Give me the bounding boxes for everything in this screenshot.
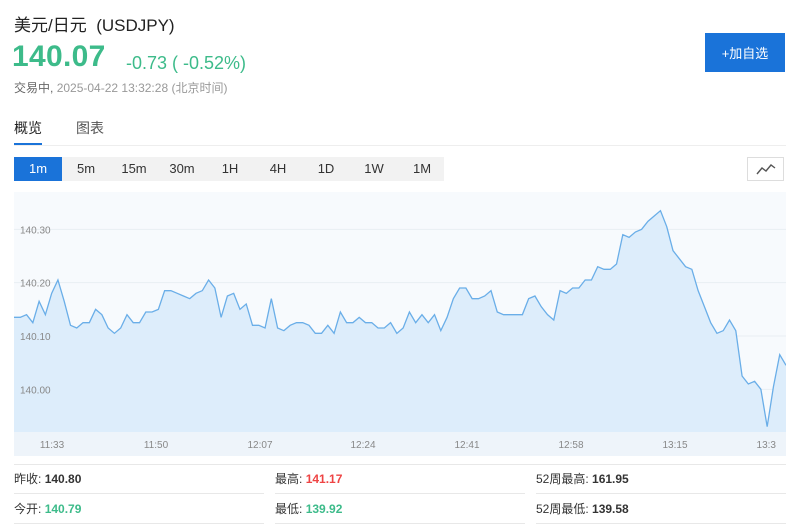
pair-name: 美元/日元 (14, 16, 87, 35)
stat-open: 今开: 140.79 (14, 500, 81, 517)
x-tick-label: 11:33 (40, 440, 65, 451)
view-tabs: 概览 图表 (14, 118, 786, 146)
line-chart-icon (756, 164, 776, 175)
high-value: 141.17 (305, 472, 343, 486)
tab-overview[interactable]: 概览 (14, 118, 42, 145)
status-timezone: (北京时间) (171, 81, 228, 95)
stats-divider-top (14, 464, 786, 465)
y-tick-label: 140.30 (20, 225, 51, 236)
range-1w[interactable]: 1W (364, 161, 384, 176)
price-line (14, 209, 786, 427)
stats-divider-3 (536, 493, 786, 494)
range-15m[interactable]: 15m (121, 161, 147, 176)
price-area (14, 210, 786, 432)
range-1d[interactable]: 1D (317, 161, 335, 176)
x-tick-label: 13:3 (757, 440, 777, 451)
w52-high-value: 161.95 (592, 472, 629, 486)
stats-divider-6 (536, 523, 786, 524)
stats-divider-5 (275, 523, 525, 524)
x-tick-label: 12:24 (350, 440, 375, 451)
pair-symbol: (USDJPY) (96, 16, 175, 35)
high-label: 最高: (275, 472, 303, 486)
price-chart: 140.30 140.20 140.10 140.00 11:33 11:50 12:07 1… (14, 192, 786, 456)
y-tick-label: 140.10 (20, 332, 51, 343)
w52-high-label: 52周最高: (536, 472, 589, 486)
x-axis-band (14, 432, 786, 456)
w52-low-label: 52周最低: (536, 502, 589, 516)
range-4h[interactable]: 4H (269, 161, 287, 176)
x-tick-label: 13:15 (662, 440, 687, 451)
chart-type-button[interactable] (747, 157, 784, 181)
range-30m[interactable]: 30m (169, 161, 195, 176)
stat-prev-close: 昨收: 140.80 (14, 470, 81, 487)
open-value: 140.79 (44, 502, 82, 516)
open-label: 今开: (14, 502, 42, 516)
status-text: 交易中, (14, 81, 54, 95)
range-5m[interactable]: 5m (76, 161, 96, 176)
tab-divider (14, 145, 786, 146)
stats-divider-1 (14, 493, 264, 494)
last-price: 140.07 (12, 40, 106, 73)
w52-low-value: 139.58 (592, 502, 629, 516)
instrument-title: 美元/日元 (USDJPY) (14, 11, 175, 36)
stat-52w-high: 52周最高: 161.95 (536, 470, 629, 487)
x-tick-label: 12:07 (247, 440, 272, 451)
x-tick-label: 12:58 (558, 440, 583, 451)
x-tick-label: 12:41 (454, 440, 479, 451)
add-watchlist-button[interactable]: +加自选 (705, 33, 785, 72)
stats-divider-4 (14, 523, 264, 524)
tab-chart[interactable]: 图表 (76, 120, 104, 136)
price-change: -0.73 ( -0.52%) (126, 53, 247, 73)
status-timestamp: 2025-04-22 13:32:28 (56, 81, 169, 95)
range-1h[interactable]: 1H (221, 161, 239, 176)
y-tick-label: 140.20 (20, 279, 51, 290)
trading-status: 交易中, 2025-04-22 13:32:28 (北京时间) (14, 79, 227, 96)
range-1mo[interactable]: 1M (412, 161, 432, 176)
range-1m[interactable]: 1m (14, 157, 62, 181)
x-tick-label: 11:50 (144, 440, 169, 451)
low-label: 最低: (275, 502, 303, 516)
stat-52w-low: 52周最低: 139.58 (536, 500, 629, 517)
low-value: 139.92 (305, 502, 343, 516)
time-range-selector: 1m 5m 15m 30m 1H 4H 1D 1W 1M (14, 157, 444, 181)
prev-close-value: 140.80 (44, 472, 82, 486)
y-tick-label: 140.00 (20, 385, 51, 396)
stats-divider-2 (275, 493, 525, 494)
prev-close-label: 昨收: (14, 472, 42, 486)
stat-high: 最高: 141.17 (275, 470, 342, 487)
stat-low: 最低: 139.92 (275, 500, 342, 517)
